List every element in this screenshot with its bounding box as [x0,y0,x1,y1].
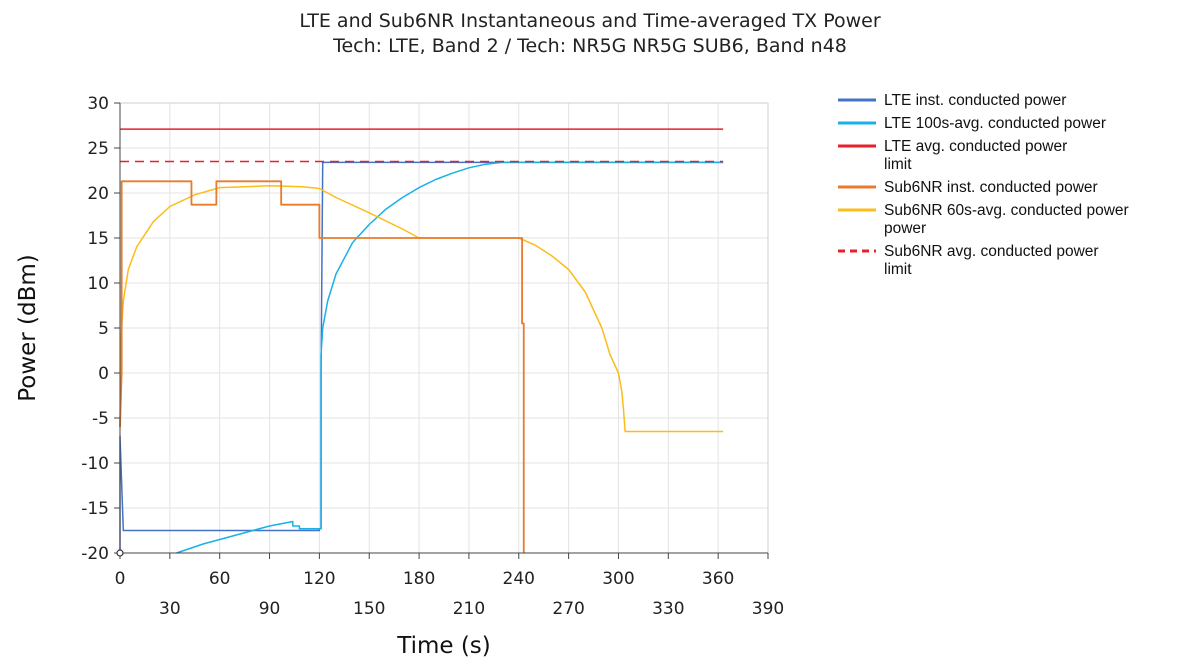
y-tick-label: 25 [87,139,109,159]
x-tick-label: 150 [353,599,385,619]
series-line-1 [176,161,724,554]
series-layer [119,128,724,554]
x-tick-label: 360 [702,569,734,589]
series-line-4 [119,185,724,433]
x-tick-label: 390 [752,599,784,619]
x-tick-label: 330 [652,599,684,619]
legend-label: power [884,220,926,237]
x-tick-label: 30 [159,599,181,619]
x-tick-label: 270 [552,599,584,619]
y-tick-label: 5 [98,319,109,339]
legend-label: Sub6NR inst. conducted power [884,179,1098,196]
y-tick-label: -5 [92,409,109,429]
x-axis-title: Time (s) [396,633,491,659]
x-tick-label: 180 [403,569,435,589]
x-tick-label: 120 [303,569,335,589]
x-tick-label: 60 [209,569,231,589]
y-tick-label: -10 [81,454,109,474]
x-tick-label: 0 [115,569,126,589]
series-line-0 [119,161,724,553]
legend: LTE inst. conducted power LTE 100s-avg. c… [838,92,1129,278]
y-tick-label: 30 [87,94,109,114]
legend-label: limit [884,156,912,173]
y-tick-label: -20 [81,544,109,564]
legend-label: LTE inst. conducted power [884,92,1066,109]
y-tick-label: 10 [87,274,109,294]
chart-subtitle: Tech: LTE, Band 2 / Tech: NR5G NR5G SUB6… [332,35,847,57]
y-tick-label: 15 [87,229,109,249]
x-tick-label: 300 [602,569,634,589]
y-tick-label: 0 [98,364,109,384]
x-tick-label: 210 [453,599,485,619]
legend-label: LTE 100s-avg. conducted power [884,115,1106,132]
legend-label: LTE avg. conducted power [884,138,1067,155]
grid [119,102,769,554]
axes: 30 25 20 15 10 5 0 -5 -10 -15 -20 0 60 120 180 240 300 36… [81,94,784,619]
y-axis-title: Power (dBm) [15,254,41,402]
legend-label: Sub6NR 60s-avg. conducted power [884,202,1129,219]
legend-label: Sub6NR avg. conducted power [884,243,1099,260]
y-tick-label: 20 [87,184,109,204]
x-tick-label: 90 [259,599,281,619]
series-line-3 [119,180,525,553]
legend-label: limit [884,261,912,278]
origin-marker [116,549,124,557]
x-tick-label: 240 [503,569,535,589]
chart-title: LTE and Sub6NR Instantaneous and Time-av… [299,10,881,32]
y-tick-label: -15 [81,499,109,519]
